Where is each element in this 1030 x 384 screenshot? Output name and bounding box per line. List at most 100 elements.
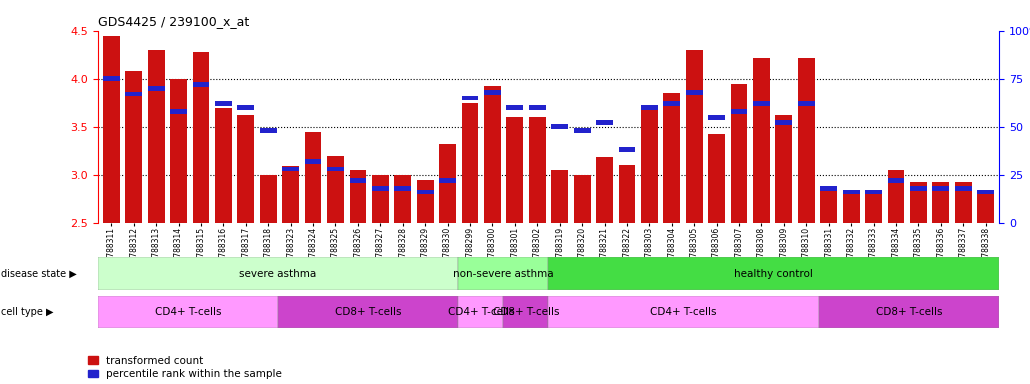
Text: CD4+ T-cells: CD4+ T-cells [448, 307, 514, 317]
Bar [507, 105, 523, 110]
Bar [278, 296, 458, 328]
Bar [548, 257, 999, 290]
Bar [865, 192, 882, 223]
Bar [260, 175, 277, 223]
Bar [548, 296, 819, 328]
Bar [349, 178, 367, 183]
Bar [909, 186, 927, 190]
Bar [528, 105, 546, 110]
Bar [753, 58, 769, 223]
Bar [103, 76, 119, 81]
Bar [282, 166, 299, 223]
Bar [215, 101, 232, 106]
Bar [126, 71, 142, 223]
Text: GDS4425 / 239100_x_at: GDS4425 / 239100_x_at [98, 15, 249, 28]
Bar [865, 190, 882, 194]
Bar [709, 115, 725, 119]
Bar [574, 128, 590, 133]
Bar [394, 186, 411, 190]
Bar [819, 296, 999, 328]
Bar [98, 296, 278, 328]
Bar [730, 109, 748, 114]
Bar [619, 147, 636, 152]
Text: CD4+ T-cells: CD4+ T-cells [154, 307, 221, 317]
Bar [955, 182, 971, 223]
Bar [932, 186, 950, 190]
Bar [458, 296, 504, 328]
Bar [888, 170, 904, 223]
Bar [843, 192, 860, 223]
Bar [663, 101, 680, 106]
Bar [977, 192, 994, 223]
Bar [260, 128, 277, 133]
Text: healthy control: healthy control [734, 268, 814, 279]
Legend: transformed count, percentile rank within the sample: transformed count, percentile rank withi… [88, 356, 282, 379]
Bar [98, 257, 458, 290]
Bar [551, 170, 569, 223]
Bar [349, 170, 367, 223]
Bar [596, 157, 613, 223]
Text: severe asthma: severe asthma [239, 268, 317, 279]
Bar [798, 101, 815, 106]
Bar [461, 96, 478, 100]
Bar [282, 167, 299, 171]
Bar [753, 101, 769, 106]
Bar [193, 82, 209, 87]
Bar [170, 79, 187, 223]
Bar [663, 93, 680, 223]
Bar [820, 186, 837, 190]
Bar [596, 121, 613, 125]
Bar [147, 86, 165, 91]
Bar [641, 105, 658, 110]
Bar [932, 182, 950, 223]
Text: CD8+ T-cells: CD8+ T-cells [335, 307, 402, 317]
Bar [237, 115, 254, 223]
Bar [504, 296, 548, 328]
Text: cell type ▶: cell type ▶ [1, 307, 54, 317]
Bar [709, 134, 725, 223]
Bar [776, 115, 792, 223]
Bar [686, 90, 702, 94]
Bar [439, 178, 456, 183]
Bar [147, 50, 165, 223]
Bar [686, 50, 702, 223]
Text: CD8+ T-cells: CD8+ T-cells [876, 307, 942, 317]
Bar [372, 186, 388, 190]
Bar [417, 180, 434, 223]
Bar [776, 121, 792, 125]
Text: CD8+ T-cells: CD8+ T-cells [492, 307, 559, 317]
Bar [193, 52, 209, 223]
Bar [461, 103, 478, 223]
Bar [730, 84, 748, 223]
Bar [820, 189, 837, 223]
Bar [528, 117, 546, 223]
Bar [458, 257, 548, 290]
Bar [170, 109, 187, 114]
Bar [551, 124, 569, 129]
Bar [372, 175, 388, 223]
Bar [126, 92, 142, 96]
Bar [439, 144, 456, 223]
Bar [417, 190, 434, 194]
Bar [798, 58, 815, 223]
Text: disease state ▶: disease state ▶ [1, 268, 77, 279]
Bar [484, 86, 501, 223]
Bar [305, 159, 321, 164]
Bar [328, 156, 344, 223]
Bar [977, 190, 994, 194]
Bar [619, 165, 636, 223]
Bar [394, 175, 411, 223]
Bar [909, 182, 927, 223]
Bar [507, 117, 523, 223]
Text: CD4+ T-cells: CD4+ T-cells [650, 307, 717, 317]
Bar [237, 105, 254, 110]
Bar [328, 167, 344, 171]
Bar [484, 90, 501, 94]
Bar [103, 36, 119, 223]
Bar [305, 131, 321, 223]
Text: non-severe asthma: non-severe asthma [453, 268, 554, 279]
Bar [215, 108, 232, 223]
Bar [955, 186, 971, 190]
Bar [574, 175, 590, 223]
Bar [641, 106, 658, 223]
